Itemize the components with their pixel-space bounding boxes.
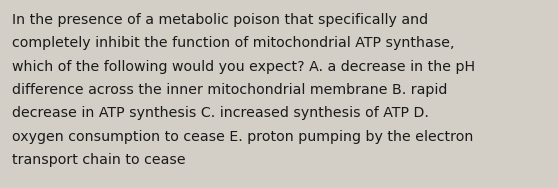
Text: completely inhibit the function of mitochondrial ATP synthase,: completely inhibit the function of mitoc… [12,36,455,50]
Text: difference across the inner mitochondrial membrane B. rapid: difference across the inner mitochondria… [12,83,448,97]
Text: which of the following would you expect? A. a decrease in the pH: which of the following would you expect?… [12,60,475,74]
Text: In the presence of a metabolic poison that specifically and: In the presence of a metabolic poison th… [12,13,428,27]
Text: decrease in ATP synthesis C. increased synthesis of ATP D.: decrease in ATP synthesis C. increased s… [12,106,429,120]
Text: transport chain to cease: transport chain to cease [12,153,186,167]
Text: oxygen consumption to cease E. proton pumping by the electron: oxygen consumption to cease E. proton pu… [12,130,473,143]
